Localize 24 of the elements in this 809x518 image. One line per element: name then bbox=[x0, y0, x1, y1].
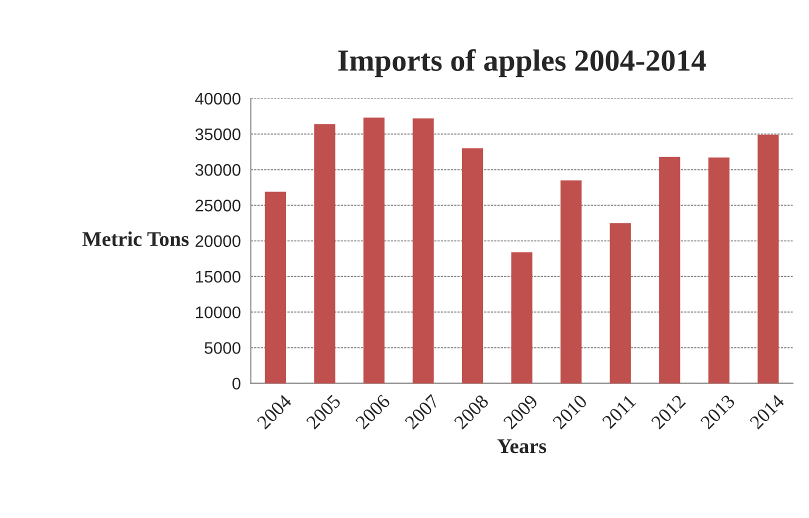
bar bbox=[758, 134, 779, 384]
chart-title: Imports of apples 2004-2014 bbox=[338, 49, 706, 78]
y-tick-label: 10000 bbox=[196, 306, 240, 318]
bar bbox=[314, 124, 336, 384]
bar bbox=[560, 180, 582, 384]
bar bbox=[511, 252, 532, 384]
x-tick-label: 2011 bbox=[602, 394, 636, 430]
y-tick-label: 5000 bbox=[204, 342, 240, 354]
y-tick-label: 25000 bbox=[196, 200, 240, 212]
y-tick-label: 15000 bbox=[196, 270, 240, 283]
y-tick-label: 30000 bbox=[195, 164, 240, 176]
bar bbox=[363, 118, 385, 384]
bar bbox=[264, 192, 286, 384]
x-axis-title: Years bbox=[497, 439, 546, 454]
bar bbox=[610, 223, 631, 384]
y-tick-label: 20000 bbox=[196, 235, 240, 248]
bar bbox=[412, 118, 434, 384]
bar bbox=[659, 156, 680, 384]
bar bbox=[708, 158, 730, 384]
y-tick-label: 35000 bbox=[195, 128, 240, 140]
y-axis-title: Metric Tons bbox=[82, 231, 189, 246]
y-tick-label: 40000 bbox=[195, 92, 240, 105]
y-tick-label: 0 bbox=[232, 378, 240, 390]
bar bbox=[462, 148, 484, 384]
